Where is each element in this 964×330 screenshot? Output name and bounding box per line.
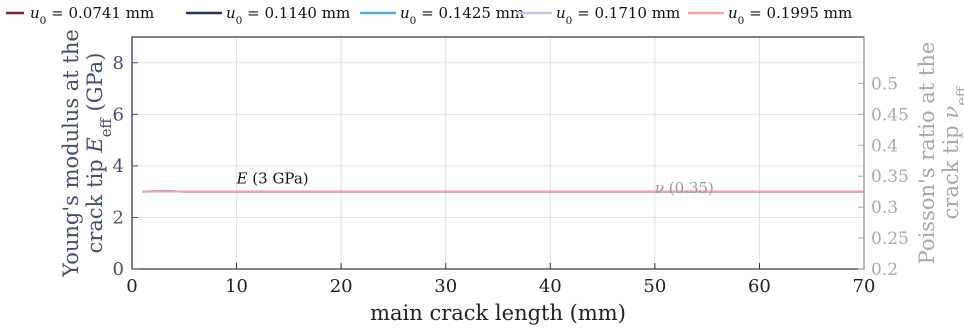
y-right-tick-label: 0.45 — [871, 105, 909, 125]
x-tick-label: 50 — [643, 276, 666, 297]
y-right-axis-label: Poisson's ratio at the — [915, 42, 939, 265]
y-left-tick-label: 2 — [113, 207, 124, 228]
x-tick-label: 60 — [748, 276, 771, 297]
x-axis-label: main crack length (mm) — [370, 301, 626, 325]
x-tick-label: 30 — [434, 276, 457, 297]
x-tick-label: 0 — [126, 276, 137, 297]
y-left-tick-label: 6 — [113, 104, 124, 125]
y-left-tick-label: 4 — [113, 156, 124, 177]
axes: 0 10 20 30 40 50 60 70 0 2 4 6 8 0.2 0.25 0.3 0.35 0.4 0.4… — [113, 37, 909, 297]
y-left-axis-label: crack tip Eeff (GPa) — [83, 53, 115, 254]
annotation-label: E (3 GPa) — [236, 170, 309, 188]
plot-frame — [131, 36, 865, 270]
y-right-tick-label: 0.25 — [871, 229, 909, 249]
legend-label: u0 = 0.1140 mm — [226, 4, 350, 27]
legend: u0 = 0.0741 mm u0 = 0.1140 mm u0 = 0.1425 … — [6, 4, 852, 27]
axis-labels: main crack length (mm) Young's modulus at… — [59, 29, 964, 325]
legend-label: u0 = 0.1425 mm — [400, 4, 524, 27]
y-left-tick-label: 0 — [113, 259, 124, 280]
annotation-label: ν (0.35) — [655, 179, 714, 197]
legend-label: u0 = 0.0741 mm — [30, 4, 154, 27]
y-right-tick-label: 0.2 — [871, 260, 898, 280]
y-right-tick-label: 0.5 — [871, 74, 898, 94]
grid — [131, 37, 865, 270]
legend-label: u0 = 0.1710 mm — [556, 4, 680, 27]
x-tick-label: 10 — [225, 276, 248, 297]
x-tick-label: 70 — [853, 276, 876, 297]
y-right-tick-label: 0.35 — [871, 167, 909, 187]
annotations: E (3 GPa) ν (0.35) — [236, 170, 714, 198]
legend-label: u0 = 0.1995 mm — [728, 4, 852, 27]
y-right-axis-label: crack tip νeff — [939, 85, 964, 219]
series-lines — [142, 189, 864, 193]
y-right-tick-label: 0.4 — [871, 136, 898, 156]
x-tick-label: 40 — [539, 276, 562, 297]
y-right-tick-label: 0.3 — [871, 198, 898, 218]
y-left-tick-label: 8 — [113, 53, 124, 74]
x-tick-label: 20 — [330, 276, 353, 297]
y-left-axis-label: Young's modulus at the — [59, 29, 83, 278]
